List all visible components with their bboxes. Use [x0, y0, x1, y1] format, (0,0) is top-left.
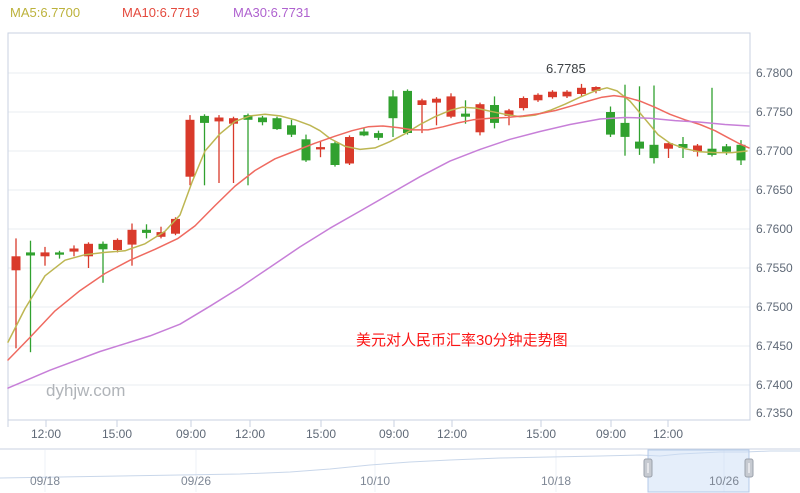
- candle: [707, 87, 717, 157]
- ma30-line: [7, 116, 750, 389]
- price-axis-label: 6.7600: [756, 222, 793, 236]
- candle: [55, 250, 64, 259]
- candle: [693, 144, 702, 157]
- price-axis-label: 6.7650: [756, 183, 793, 197]
- time-axis-label: 15:00: [525, 427, 557, 441]
- time-axis-label: 12:00: [652, 427, 684, 441]
- time-axis-label: 15:00: [305, 427, 337, 441]
- candle: [301, 134, 311, 162]
- candle: [359, 128, 369, 137]
- candle: [229, 116, 238, 183]
- time-axis-label: 12:00: [30, 427, 62, 441]
- candle: [69, 245, 79, 257]
- chart-title: 美元对人民币汇率30分钟走势图: [356, 332, 568, 349]
- navigator-left-handle[interactable]: [643, 458, 653, 478]
- navigator-right-handle[interactable]: [744, 458, 754, 478]
- time-axis-label: 12:00: [436, 427, 468, 441]
- price-axis-label: 6.7700: [756, 144, 793, 158]
- candle: [258, 115, 267, 126]
- ma5-line: [7, 87, 748, 343]
- legend-ma10: MA10:6.7719: [122, 5, 200, 20]
- watermark: dyhjw.com: [46, 381, 126, 400]
- candle: [243, 113, 253, 186]
- nav-date-label: 09/26: [180, 474, 212, 488]
- price-axis-label: 6.7750: [756, 105, 793, 119]
- nav-date-label: 10/18: [540, 474, 572, 488]
- candle: [345, 135, 354, 165]
- candle: [591, 86, 601, 94]
- nav-date-label: 10/10: [359, 474, 391, 488]
- candle: [446, 93, 456, 119]
- candle: [40, 246, 50, 266]
- ma-legend: MA5:6.7700 MA10:6.7719 MA30:6.7731: [0, 0, 800, 26]
- candle: [577, 83, 586, 97]
- price-axis-label: 6.7350: [756, 406, 793, 420]
- candle: [664, 141, 673, 158]
- price-axis-label: 6.7550: [756, 261, 793, 275]
- candle: [84, 242, 93, 268]
- candle: [185, 115, 195, 186]
- candle: [287, 119, 296, 137]
- candle: [26, 240, 35, 353]
- candle: [316, 140, 325, 158]
- price-axis-label: 6.7800: [756, 66, 793, 80]
- candle: [272, 116, 282, 130]
- candle: [635, 86, 644, 155]
- candle: [649, 85, 659, 164]
- candle: [562, 90, 572, 98]
- candle: [200, 114, 209, 186]
- candle: [548, 90, 557, 99]
- candle: [388, 90, 398, 137]
- candle: [606, 106, 615, 137]
- price-axis-label: 6.7400: [756, 378, 793, 392]
- candle: [519, 96, 528, 111]
- legend-ma30: MA30:6.7731: [233, 5, 311, 20]
- candle: [142, 224, 151, 239]
- candle: [374, 130, 383, 141]
- price-axis-label: 6.7500: [756, 300, 793, 314]
- legend-ma5: MA5:6.7700: [10, 5, 81, 20]
- candle: [330, 141, 340, 167]
- time-axis-label: 09:00: [595, 427, 627, 441]
- time-axis-label: 12:00: [234, 427, 266, 441]
- nav-date-label: 09/18: [29, 474, 61, 488]
- price-axis-label: 6.7450: [756, 339, 793, 353]
- candle: [417, 98, 427, 134]
- peak-price-annotation: 6.7785: [546, 61, 586, 76]
- candle: [403, 89, 412, 135]
- candle: [432, 97, 441, 126]
- ma10-line: [7, 94, 750, 361]
- time-axis-label: 15:00: [101, 427, 133, 441]
- candle: [11, 238, 21, 349]
- candle: [113, 238, 122, 253]
- candle: [214, 115, 224, 183]
- candle: [461, 100, 470, 124]
- time-axis-label: 09:00: [175, 427, 207, 441]
- nav-date-label: 10/26: [708, 474, 740, 488]
- candle: [98, 241, 108, 283]
- time-axis-label: 09:00: [378, 427, 410, 441]
- plot-border: [7, 32, 751, 421]
- candle: [533, 93, 543, 102]
